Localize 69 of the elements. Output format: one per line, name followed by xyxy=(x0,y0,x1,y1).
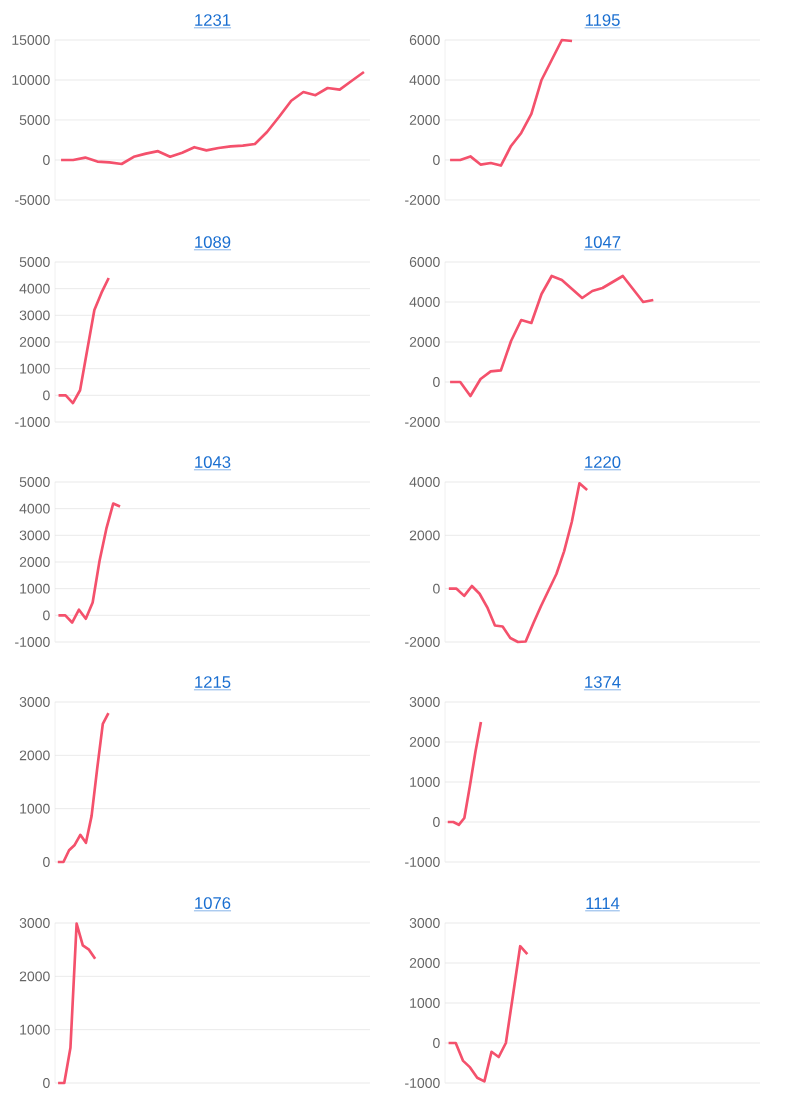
y-tick-label: 5000 xyxy=(19,257,50,267)
y-tick-label: 1000 xyxy=(20,583,50,594)
y-tick-label: -1000 xyxy=(405,857,440,867)
y-tick-label: -1000 xyxy=(405,1078,440,1088)
chart-title: 1220 xyxy=(585,456,621,468)
y-tick-label: 3000 xyxy=(409,918,440,928)
line-series xyxy=(448,38,574,167)
y-tick-label: 3000 xyxy=(409,697,440,707)
line-series xyxy=(447,944,529,1083)
y-tick-label: 0 xyxy=(433,817,440,827)
chart-title: 1047 xyxy=(585,236,621,248)
y-tick-label: 2000 xyxy=(409,737,440,747)
y-tick-label: -5000 xyxy=(15,195,50,205)
y-tick-label: 2000 xyxy=(19,971,50,982)
chart-title: 1374 xyxy=(585,676,621,688)
y-tick-label: 0 xyxy=(43,1078,50,1088)
y-tick-label: 0 xyxy=(433,583,440,594)
y-tick-label: 3000 xyxy=(19,310,50,321)
y-tick-label: 10000 xyxy=(12,75,50,85)
y-tick-label: 0 xyxy=(43,155,50,165)
y-tick-label: 4000 xyxy=(409,75,440,85)
y-tick-label: -2000 xyxy=(405,637,440,647)
y-tick-label: -1000 xyxy=(15,637,50,647)
y-tick-label: 0 xyxy=(43,390,50,401)
y-tick-label: 15000 xyxy=(12,35,50,45)
line-series xyxy=(446,720,483,827)
line-series xyxy=(57,276,111,405)
y-tick-label: 6000 xyxy=(409,35,440,45)
y-tick-label: 1000 xyxy=(410,998,440,1008)
y-tick-label: 4000 xyxy=(409,477,440,487)
y-tick-label: 1000 xyxy=(410,777,440,787)
line-series xyxy=(57,502,122,624)
y-tick-label: 4000 xyxy=(19,283,50,294)
y-tick-label: 2000 xyxy=(19,750,50,761)
y-tick-label: 2000 xyxy=(19,557,50,567)
y-tick-label: 0 xyxy=(433,377,440,387)
y-tick-label: 2000 xyxy=(409,530,440,541)
y-tick-label: 3000 xyxy=(19,697,50,707)
y-tick-label: 2000 xyxy=(19,337,50,347)
chart-title: 1215 xyxy=(195,676,231,688)
y-tick-label: 1000 xyxy=(20,1024,50,1035)
y-tick-label: 2000 xyxy=(409,115,440,125)
chart-title: 1195 xyxy=(585,14,620,26)
chart-title: 1076 xyxy=(195,897,231,909)
y-tick-label: 1000 xyxy=(20,363,50,374)
y-tick-label: 4000 xyxy=(409,297,440,307)
chart-title: 1114 xyxy=(586,897,620,909)
y-tick-label: 0 xyxy=(433,1038,440,1048)
y-tick-label: 2000 xyxy=(409,337,440,347)
chart-title: 1231 xyxy=(195,14,231,26)
y-tick-label: 6000 xyxy=(409,257,440,267)
y-tick-label: -1000 xyxy=(15,417,50,427)
y-tick-label: 3000 xyxy=(19,530,50,541)
y-tick-label: 0 xyxy=(43,610,50,621)
y-tick-label: 2000 xyxy=(409,958,440,968)
y-tick-label: 0 xyxy=(433,155,440,165)
y-tick-label: 0 xyxy=(43,857,50,867)
line-series xyxy=(56,711,110,864)
y-tick-label: 5000 xyxy=(19,477,50,487)
chart-title: 1089 xyxy=(195,236,231,248)
y-tick-label: 3000 xyxy=(19,918,50,928)
y-tick-label: -2000 xyxy=(405,417,440,427)
y-tick-label: -2000 xyxy=(405,195,440,205)
chart-title: 1043 xyxy=(195,456,231,468)
line-series xyxy=(448,274,655,398)
y-tick-label: 1000 xyxy=(20,803,50,814)
y-tick-label: 4000 xyxy=(19,503,50,514)
line-series xyxy=(59,70,366,166)
y-tick-label: 5000 xyxy=(19,115,50,125)
